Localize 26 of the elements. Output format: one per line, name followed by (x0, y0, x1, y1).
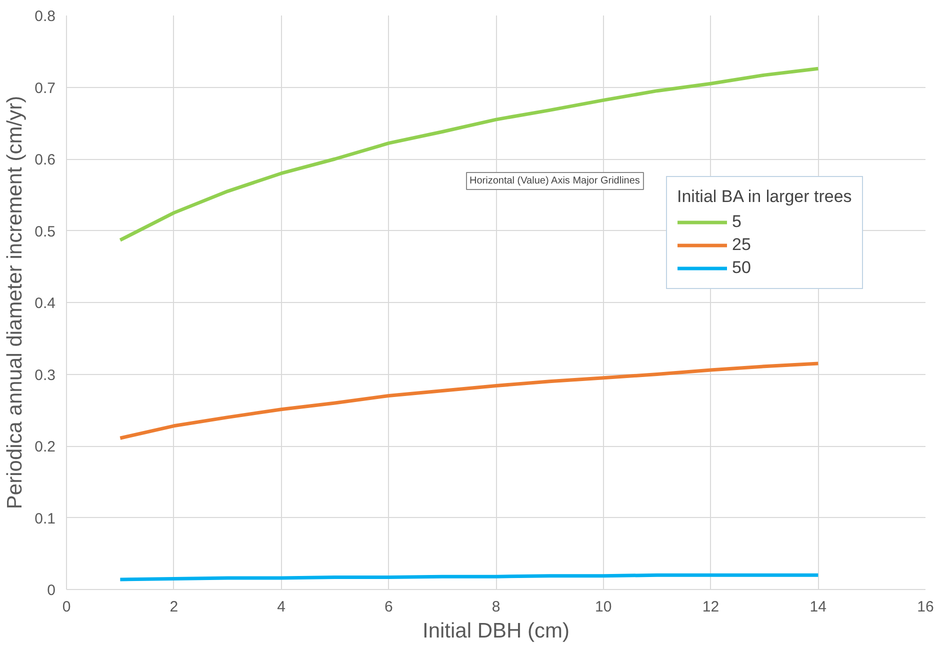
x-tick-label: 12 (702, 598, 720, 616)
line-series (118, 362, 820, 440)
y-tick-label: 0.1 (34, 510, 56, 528)
x-tick-label: 16 (917, 598, 934, 616)
y-tick-label: 0.3 (34, 366, 56, 384)
x-axis-title: Initial DBH (cm) (422, 620, 570, 642)
y-tick-label: 0.2 (34, 438, 56, 456)
x-tick-label: 8 (492, 598, 500, 616)
y-tick-label: 0.8 (34, 8, 56, 25)
x-tick-label: 2 (170, 598, 178, 616)
x-tick-label: 14 (810, 598, 826, 616)
legend-label: 5 (732, 212, 742, 232)
x-tick-label: 0 (62, 598, 71, 616)
legend-title: Initial BA in larger trees (677, 187, 852, 207)
x-tick-label: 4 (277, 598, 286, 616)
x-tick-label: 10 (595, 598, 612, 616)
x-tick-label: 6 (384, 598, 393, 616)
y-tick-label: 0.6 (34, 152, 56, 168)
y-tick-label: 0.5 (34, 223, 56, 240)
y-tick-label: 0.4 (34, 295, 56, 312)
legend-label: 50 (732, 258, 752, 278)
legend-label: 25 (732, 235, 752, 255)
y-tick-label: 0 (47, 582, 56, 599)
annotation: Horizontal (Value) Axis Major Gridlines (470, 176, 640, 186)
y-tick-label: 0.7 (34, 80, 56, 97)
y-axis-title: Periodica annual diameter increment (cm/yr) (4, 96, 27, 510)
